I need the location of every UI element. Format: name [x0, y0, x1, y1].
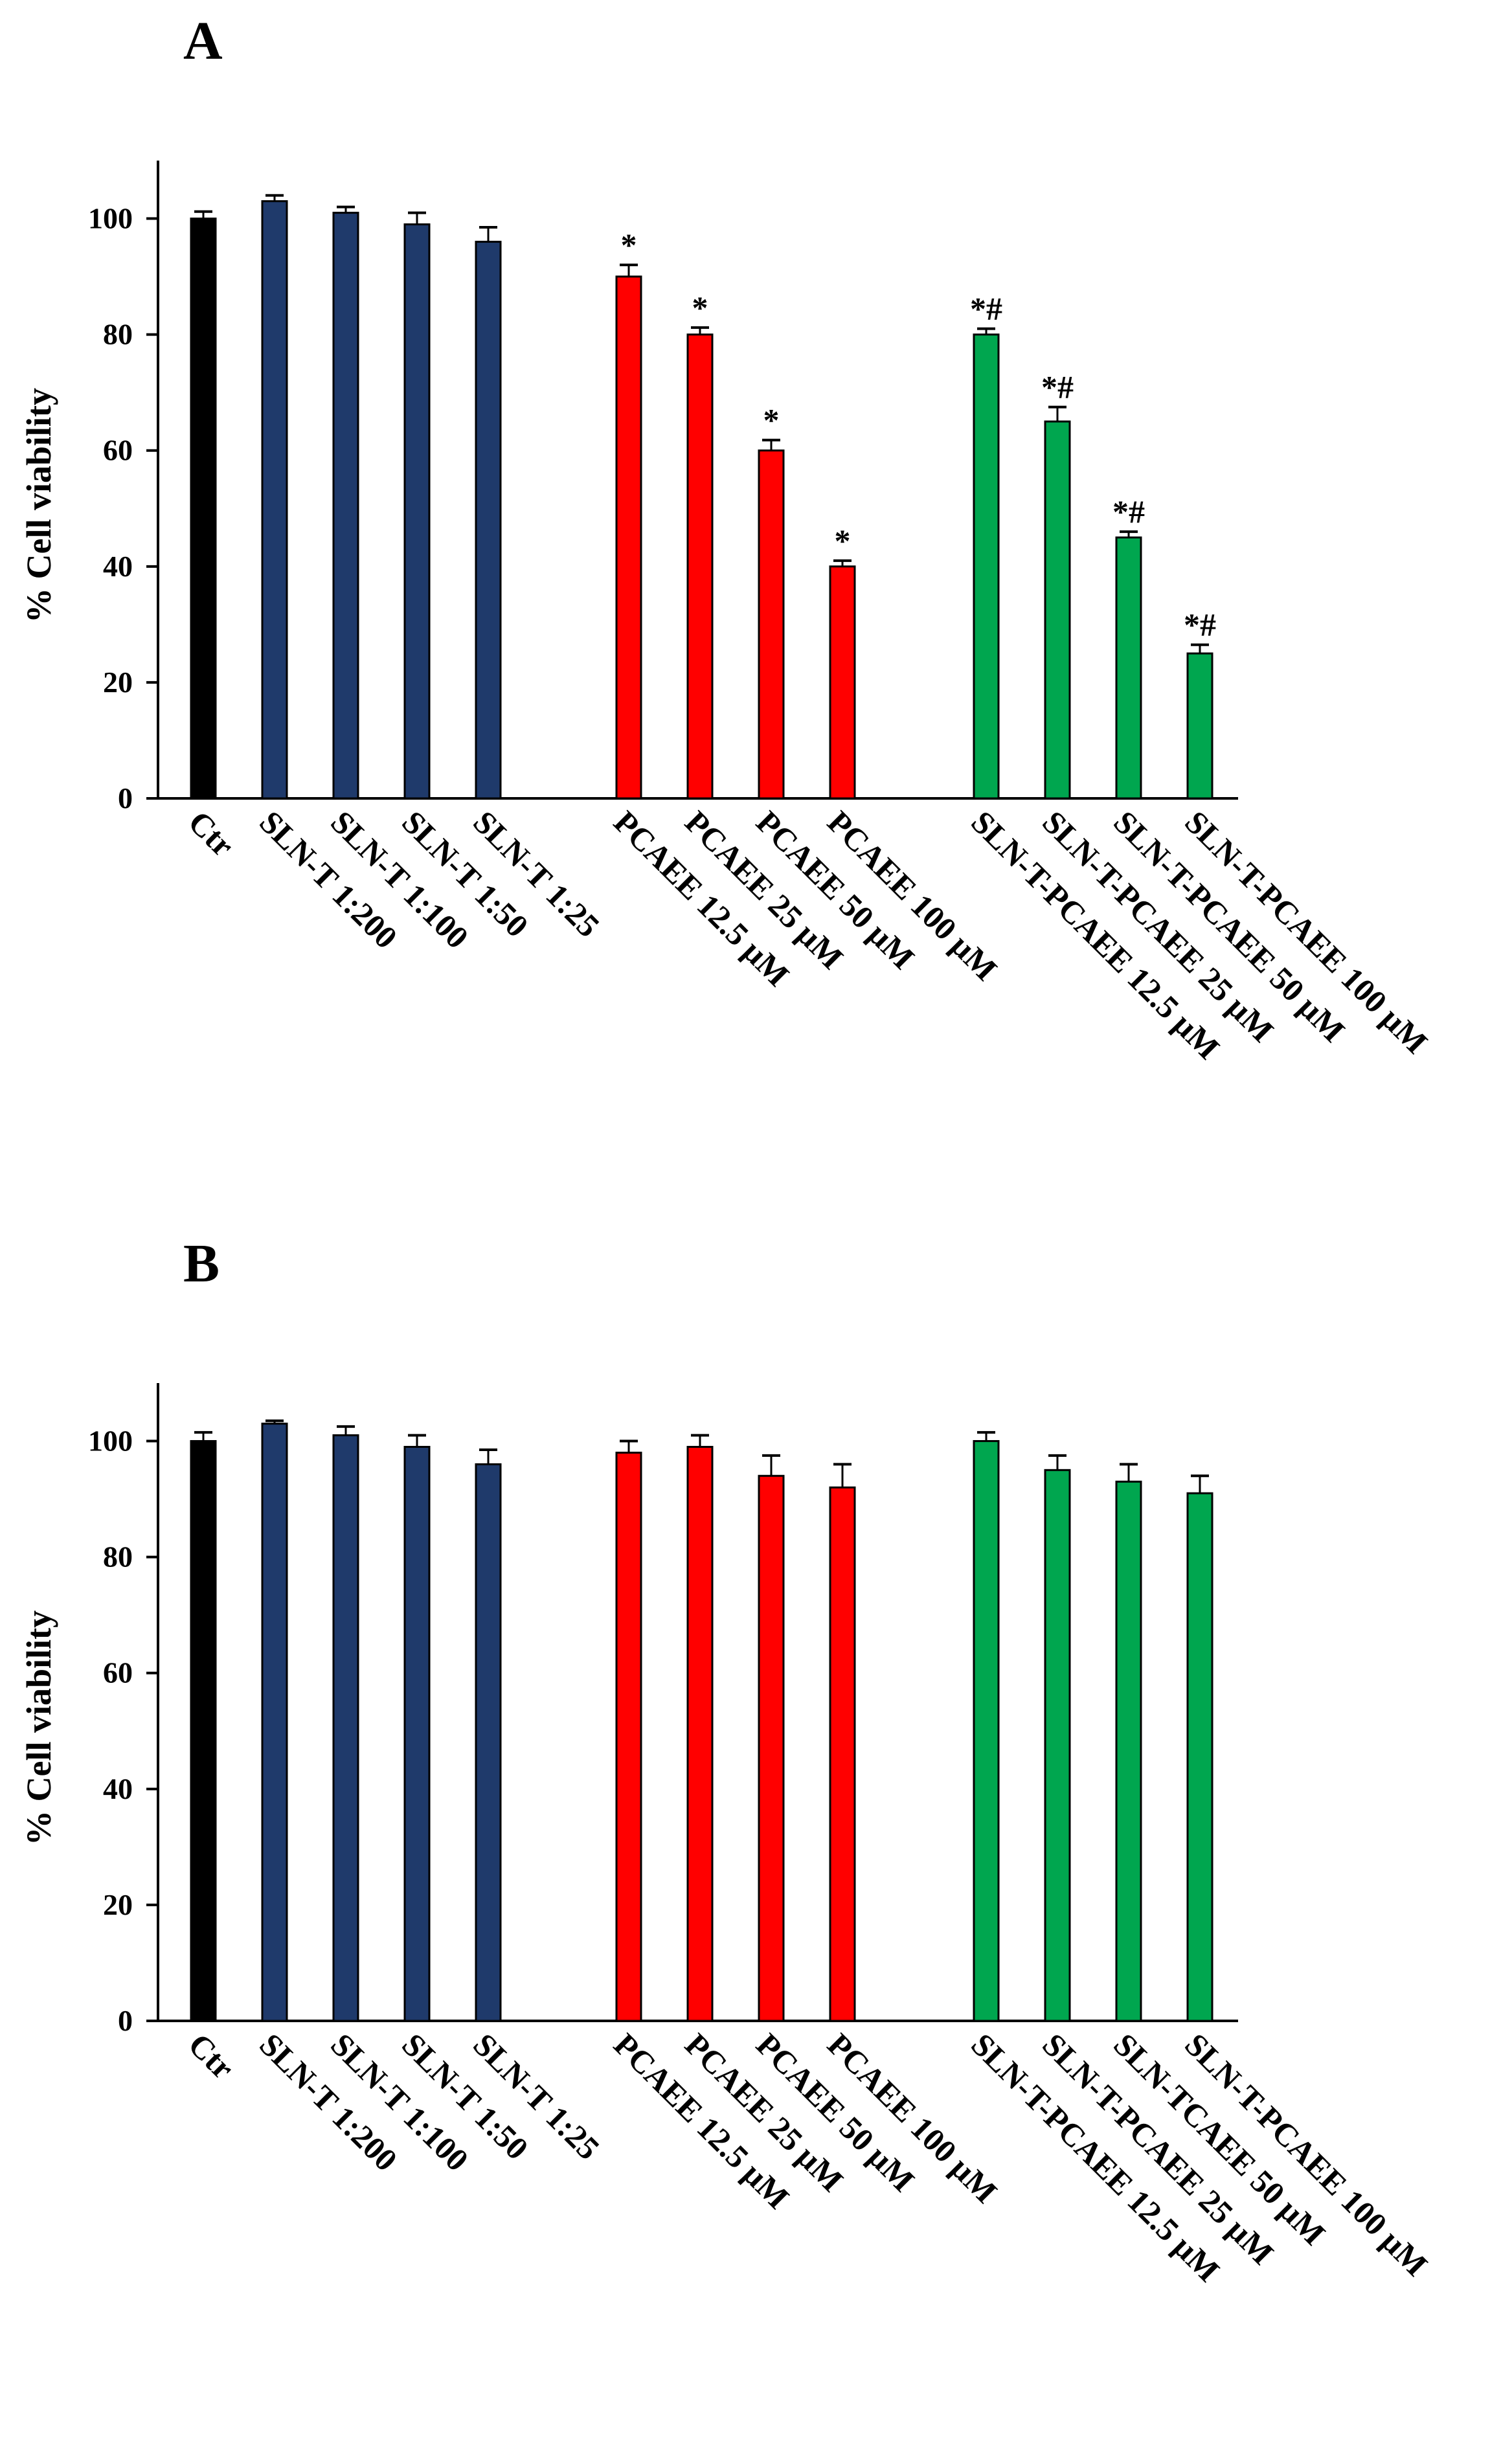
panel-letter: B [183, 1234, 220, 1294]
significance-label: * [763, 402, 780, 438]
bar [261, 200, 288, 800]
bar [332, 212, 359, 800]
significance-label: *# [1112, 493, 1145, 530]
y-tick-label: 0 [118, 2004, 133, 2037]
significance-label: * [621, 227, 637, 263]
y-axis-label: % Cell viability [19, 1610, 58, 1845]
bar [475, 240, 502, 800]
bar [261, 1423, 288, 2022]
panel-letter: A [183, 11, 223, 71]
y-tick-label: 0 [118, 782, 133, 815]
bar [403, 223, 431, 800]
y-tick-label: 40 [103, 550, 133, 583]
bar [758, 449, 785, 800]
bar [332, 1434, 359, 2022]
y-tick-label: 40 [103, 1772, 133, 1805]
bar [1115, 1480, 1142, 2022]
bar [973, 1440, 1000, 2022]
category-label: Ctr [181, 804, 242, 864]
y-tick-label: 20 [103, 666, 133, 699]
bar [1186, 652, 1213, 800]
bar [1186, 1492, 1213, 2022]
bar [973, 333, 1000, 800]
significance-label: * [835, 523, 851, 559]
category-label: Ctr [181, 2026, 242, 2086]
y-axis-label: % Cell viability [19, 388, 58, 623]
significance-label: *# [1041, 369, 1074, 405]
significance-label: *# [1184, 607, 1216, 643]
panel-a: A 0 20 40 60 80 100% Cell viability Ctr SLN-T 1… [0, 0, 1512, 1222]
bar [1115, 536, 1142, 800]
bar [190, 218, 217, 800]
significance-label: *# [970, 291, 1002, 327]
bar [1044, 1469, 1071, 2022]
bar [686, 333, 714, 800]
bar [190, 1440, 217, 2022]
bar [615, 1451, 642, 2022]
bar [475, 1463, 502, 2022]
significance-label: * [692, 289, 708, 326]
y-tick-label: 80 [103, 318, 133, 351]
y-tick-label: 60 [103, 1656, 133, 1689]
panel-b: B 0 20 40 60 80 100% Cell viability Ctr SLN-T 1… [0, 1222, 1512, 2445]
y-tick-label: 80 [103, 1540, 133, 1573]
bar [615, 275, 642, 800]
y-tick-label: 60 [103, 434, 133, 467]
bar [686, 1446, 714, 2022]
y-tick-label: 100 [88, 202, 133, 235]
bar [758, 1474, 785, 2022]
bar [403, 1446, 431, 2022]
bar [829, 1486, 856, 2022]
bar [1044, 420, 1071, 800]
bar [829, 565, 856, 800]
y-tick-label: 100 [88, 1425, 133, 1458]
y-tick-label: 20 [103, 1888, 133, 1921]
